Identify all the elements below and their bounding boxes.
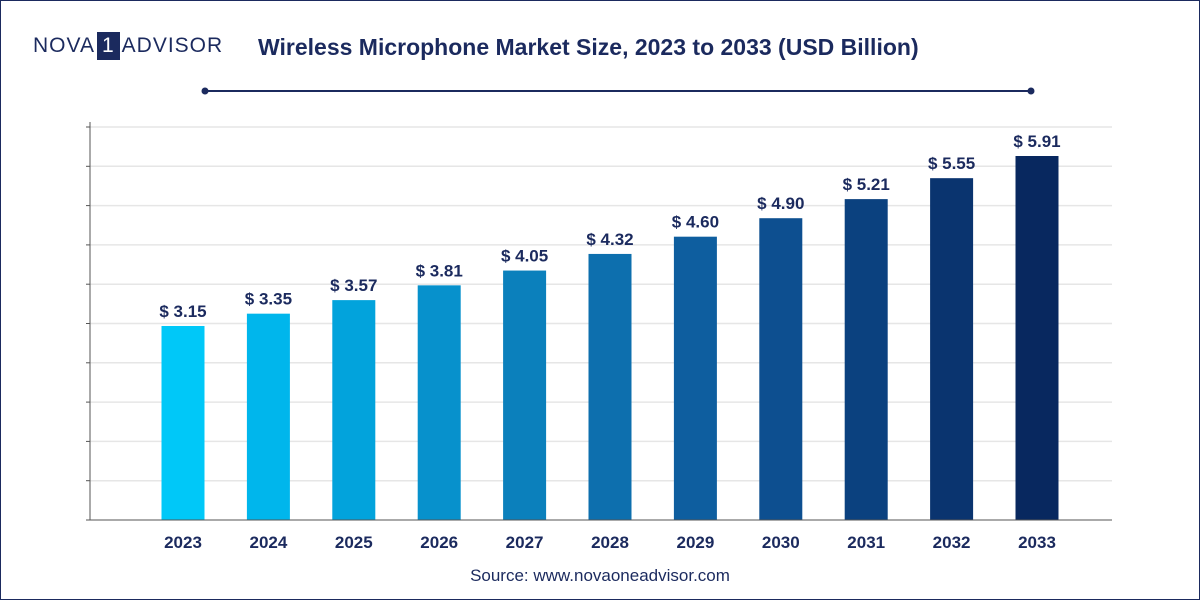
data-label-2026: $ 3.81 (416, 261, 463, 280)
data-label-2030: $ 4.90 (757, 194, 804, 213)
bar-2025 (332, 300, 376, 520)
x-tick-label-2027: 2027 (506, 533, 544, 552)
x-tick-label-2025: 2025 (335, 533, 373, 552)
data-label-2032: $ 5.55 (928, 154, 975, 173)
x-tick-label-2031: 2031 (847, 533, 885, 552)
source-note: Source: www.novaoneadvisor.com (470, 566, 730, 585)
x-tick-label-2028: 2028 (591, 533, 629, 552)
logo-digit: 1 (96, 32, 120, 60)
data-label-2031: $ 5.21 (843, 175, 890, 194)
bar-2029 (673, 236, 717, 520)
data-label-2023: $ 3.15 (159, 302, 206, 321)
logo-text-left: NOVA (33, 34, 95, 57)
data-label-2028: $ 4.32 (586, 230, 633, 249)
bar-2028 (588, 253, 632, 520)
bar-2033 (1015, 156, 1059, 520)
data-label-2024: $ 3.35 (245, 290, 292, 309)
bar-2024 (246, 313, 290, 520)
data-label-2029: $ 4.60 (672, 213, 719, 232)
bar-2031 (844, 199, 888, 520)
data-label-2033: $ 5.91 (1013, 132, 1060, 151)
logo-text-right: ADVISOR (121, 34, 224, 57)
bar-2026 (417, 285, 461, 520)
title-divider (201, 87, 1035, 95)
chart-title: Wireless Microphone Market Size, 2023 to… (258, 34, 919, 60)
x-tick-label-2024: 2024 (249, 533, 287, 552)
novaoneadvisor-logo: NOVA 1 ADVISOR (33, 30, 223, 62)
x-tick-label-2033: 2033 (1018, 533, 1056, 552)
x-tick-label-2023: 2023 (164, 533, 202, 552)
bar-2032 (930, 178, 974, 520)
bar-2027 (503, 270, 547, 520)
bar-2023 (161, 325, 205, 520)
x-axis-tick-labels: 2023 2024 2025 2026 2027 2028 2029 2030 2031 2032… (164, 533, 1056, 552)
data-labels: $ 3.15 $ 3.35 $ 3.57 $ 3.81 $ 4.05 $ 4.32 $ 4.… (159, 132, 1060, 321)
bar-2030 (759, 218, 803, 521)
data-label-2027: $ 4.05 (501, 247, 548, 266)
x-tick-label-2030: 2030 (762, 533, 800, 552)
x-tick-label-2032: 2032 (933, 533, 971, 552)
x-tick-label-2029: 2029 (676, 533, 714, 552)
x-tick-label-2026: 2026 (420, 533, 458, 552)
data-label-2025: $ 3.57 (330, 276, 377, 295)
bars (161, 156, 1059, 521)
